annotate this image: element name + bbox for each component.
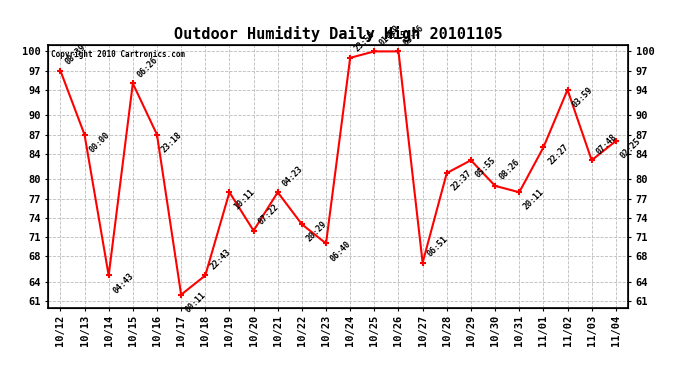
Text: 04:23: 04:23	[281, 164, 304, 188]
Text: 23:58: 23:58	[353, 30, 377, 54]
Text: 08:26: 08:26	[498, 158, 522, 182]
Text: 20:11: 20:11	[522, 188, 546, 212]
Text: 23:18: 23:18	[160, 130, 184, 154]
Text: 06:51: 06:51	[386, 31, 411, 40]
Title: Outdoor Humidity Daily High 20101105: Outdoor Humidity Daily High 20101105	[174, 27, 502, 42]
Text: 04:43: 04:43	[112, 271, 135, 295]
Text: 10:11: 10:11	[233, 188, 256, 212]
Text: 20:29: 20:29	[305, 220, 328, 244]
Text: 22:27: 22:27	[546, 143, 570, 167]
Text: 22:37: 22:37	[450, 168, 473, 192]
Text: 01:19: 01:19	[377, 23, 401, 47]
Text: 07:22: 07:22	[257, 202, 280, 226]
Text: 06:26: 06:26	[136, 55, 159, 79]
Text: 06:40: 06:40	[329, 239, 353, 263]
Text: 22:43: 22:43	[208, 247, 232, 272]
Text: 03:59: 03:59	[571, 85, 594, 109]
Text: 00:11: 00:11	[184, 290, 208, 314]
Text: 08:39: 08:39	[63, 42, 87, 66]
Text: 05:55: 05:55	[474, 156, 497, 180]
Text: 06:51: 06:51	[426, 234, 449, 258]
Text: 07:48: 07:48	[595, 132, 618, 156]
Text: 00:00: 00:00	[88, 130, 111, 154]
Text: 02:25: 02:25	[619, 136, 642, 160]
Text: Copyright 2010 Cartronics.com: Copyright 2010 Cartronics.com	[51, 50, 186, 59]
Text: 03:36: 03:36	[402, 23, 425, 47]
